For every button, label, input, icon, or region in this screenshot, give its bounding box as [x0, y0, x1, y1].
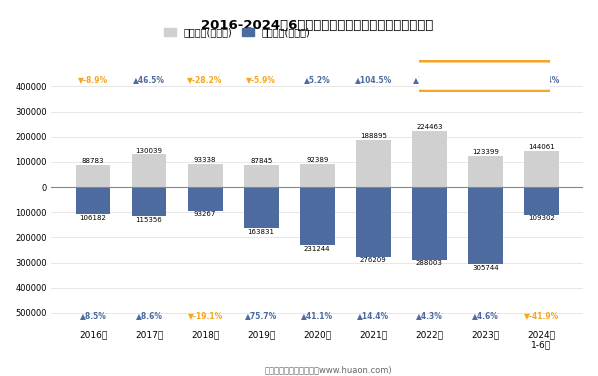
FancyBboxPatch shape [416, 61, 553, 91]
Text: 231244: 231244 [304, 246, 331, 252]
Legend: 出口总额(万美元), 进口总额(万美元): 出口总额(万美元), 进口总额(万美元) [161, 23, 315, 41]
Text: ▲46.5%: ▲46.5% [133, 75, 165, 84]
Text: ▲104.5%: ▲104.5% [355, 75, 392, 84]
Bar [300, 164, 335, 187]
Text: 163831: 163831 [248, 229, 274, 235]
Bar [75, 187, 111, 214]
Bar [524, 151, 559, 187]
Text: 87845: 87845 [250, 158, 272, 164]
Bar [188, 187, 222, 211]
Bar [75, 165, 111, 187]
Text: ▲230.4%: ▲230.4% [523, 75, 560, 84]
Text: ▲4.3%: ▲4.3% [416, 311, 443, 320]
Text: 224463: 224463 [416, 124, 443, 130]
Text: ▲41.1%: ▲41.1% [301, 311, 333, 320]
Text: 130039: 130039 [136, 148, 163, 153]
Text: 305744: 305744 [472, 265, 499, 271]
Bar [412, 187, 447, 259]
Text: ▲18.8%: ▲18.8% [413, 75, 446, 84]
Text: 109302: 109302 [528, 215, 555, 221]
Polygon shape [478, 89, 491, 92]
Text: 144061: 144061 [528, 144, 555, 150]
Text: ▼-19.1%: ▼-19.1% [188, 311, 223, 320]
Bar [412, 130, 447, 187]
Text: 106182: 106182 [80, 215, 106, 221]
Bar [244, 187, 279, 228]
Text: ▲8.5%: ▲8.5% [80, 311, 106, 320]
Text: 93267: 93267 [194, 211, 216, 217]
Bar [524, 187, 559, 215]
Text: 115356: 115356 [136, 217, 163, 223]
Bar [356, 187, 390, 256]
Bar [244, 165, 279, 187]
Bar [300, 187, 335, 245]
Text: 123399: 123399 [472, 149, 499, 155]
Text: ▲14.4%: ▲14.4% [357, 311, 389, 320]
Text: ▼-8.9%: ▼-8.9% [78, 75, 108, 84]
Bar [132, 154, 166, 187]
Text: 92389: 92389 [306, 157, 328, 163]
Bar [468, 156, 503, 187]
Text: ▲5.2%: ▲5.2% [304, 75, 331, 84]
Bar [132, 187, 166, 216]
Text: 188895: 188895 [360, 133, 387, 139]
Text: ▲4.6%: ▲4.6% [472, 311, 499, 320]
Bar [356, 139, 390, 187]
Title: 2016-2024年6月广州白云机场综合保税区进、出口额: 2016-2024年6月广州白云机场综合保税区进、出口额 [201, 20, 434, 32]
Text: ▼-45.4%: ▼-45.4% [468, 75, 503, 84]
Text: ▼-41.9%: ▼-41.9% [524, 311, 559, 320]
Text: 88783: 88783 [82, 158, 104, 164]
Text: 93338: 93338 [194, 157, 216, 163]
Text: ▲8.6%: ▲8.6% [136, 311, 163, 320]
Text: ▲75.7%: ▲75.7% [245, 311, 277, 320]
Bar [468, 187, 503, 264]
Text: 288003: 288003 [416, 260, 443, 266]
Bar [188, 164, 222, 187]
Text: 同比增速(%): 同比增速(%) [464, 70, 505, 80]
Text: 制图：华经产业研究院（www.huaon.com): 制图：华经产业研究院（www.huaon.com) [265, 365, 393, 374]
Text: 276209: 276209 [360, 257, 387, 263]
Text: ▼-28.2%: ▼-28.2% [187, 75, 223, 84]
Text: ▼-5.9%: ▼-5.9% [246, 75, 276, 84]
